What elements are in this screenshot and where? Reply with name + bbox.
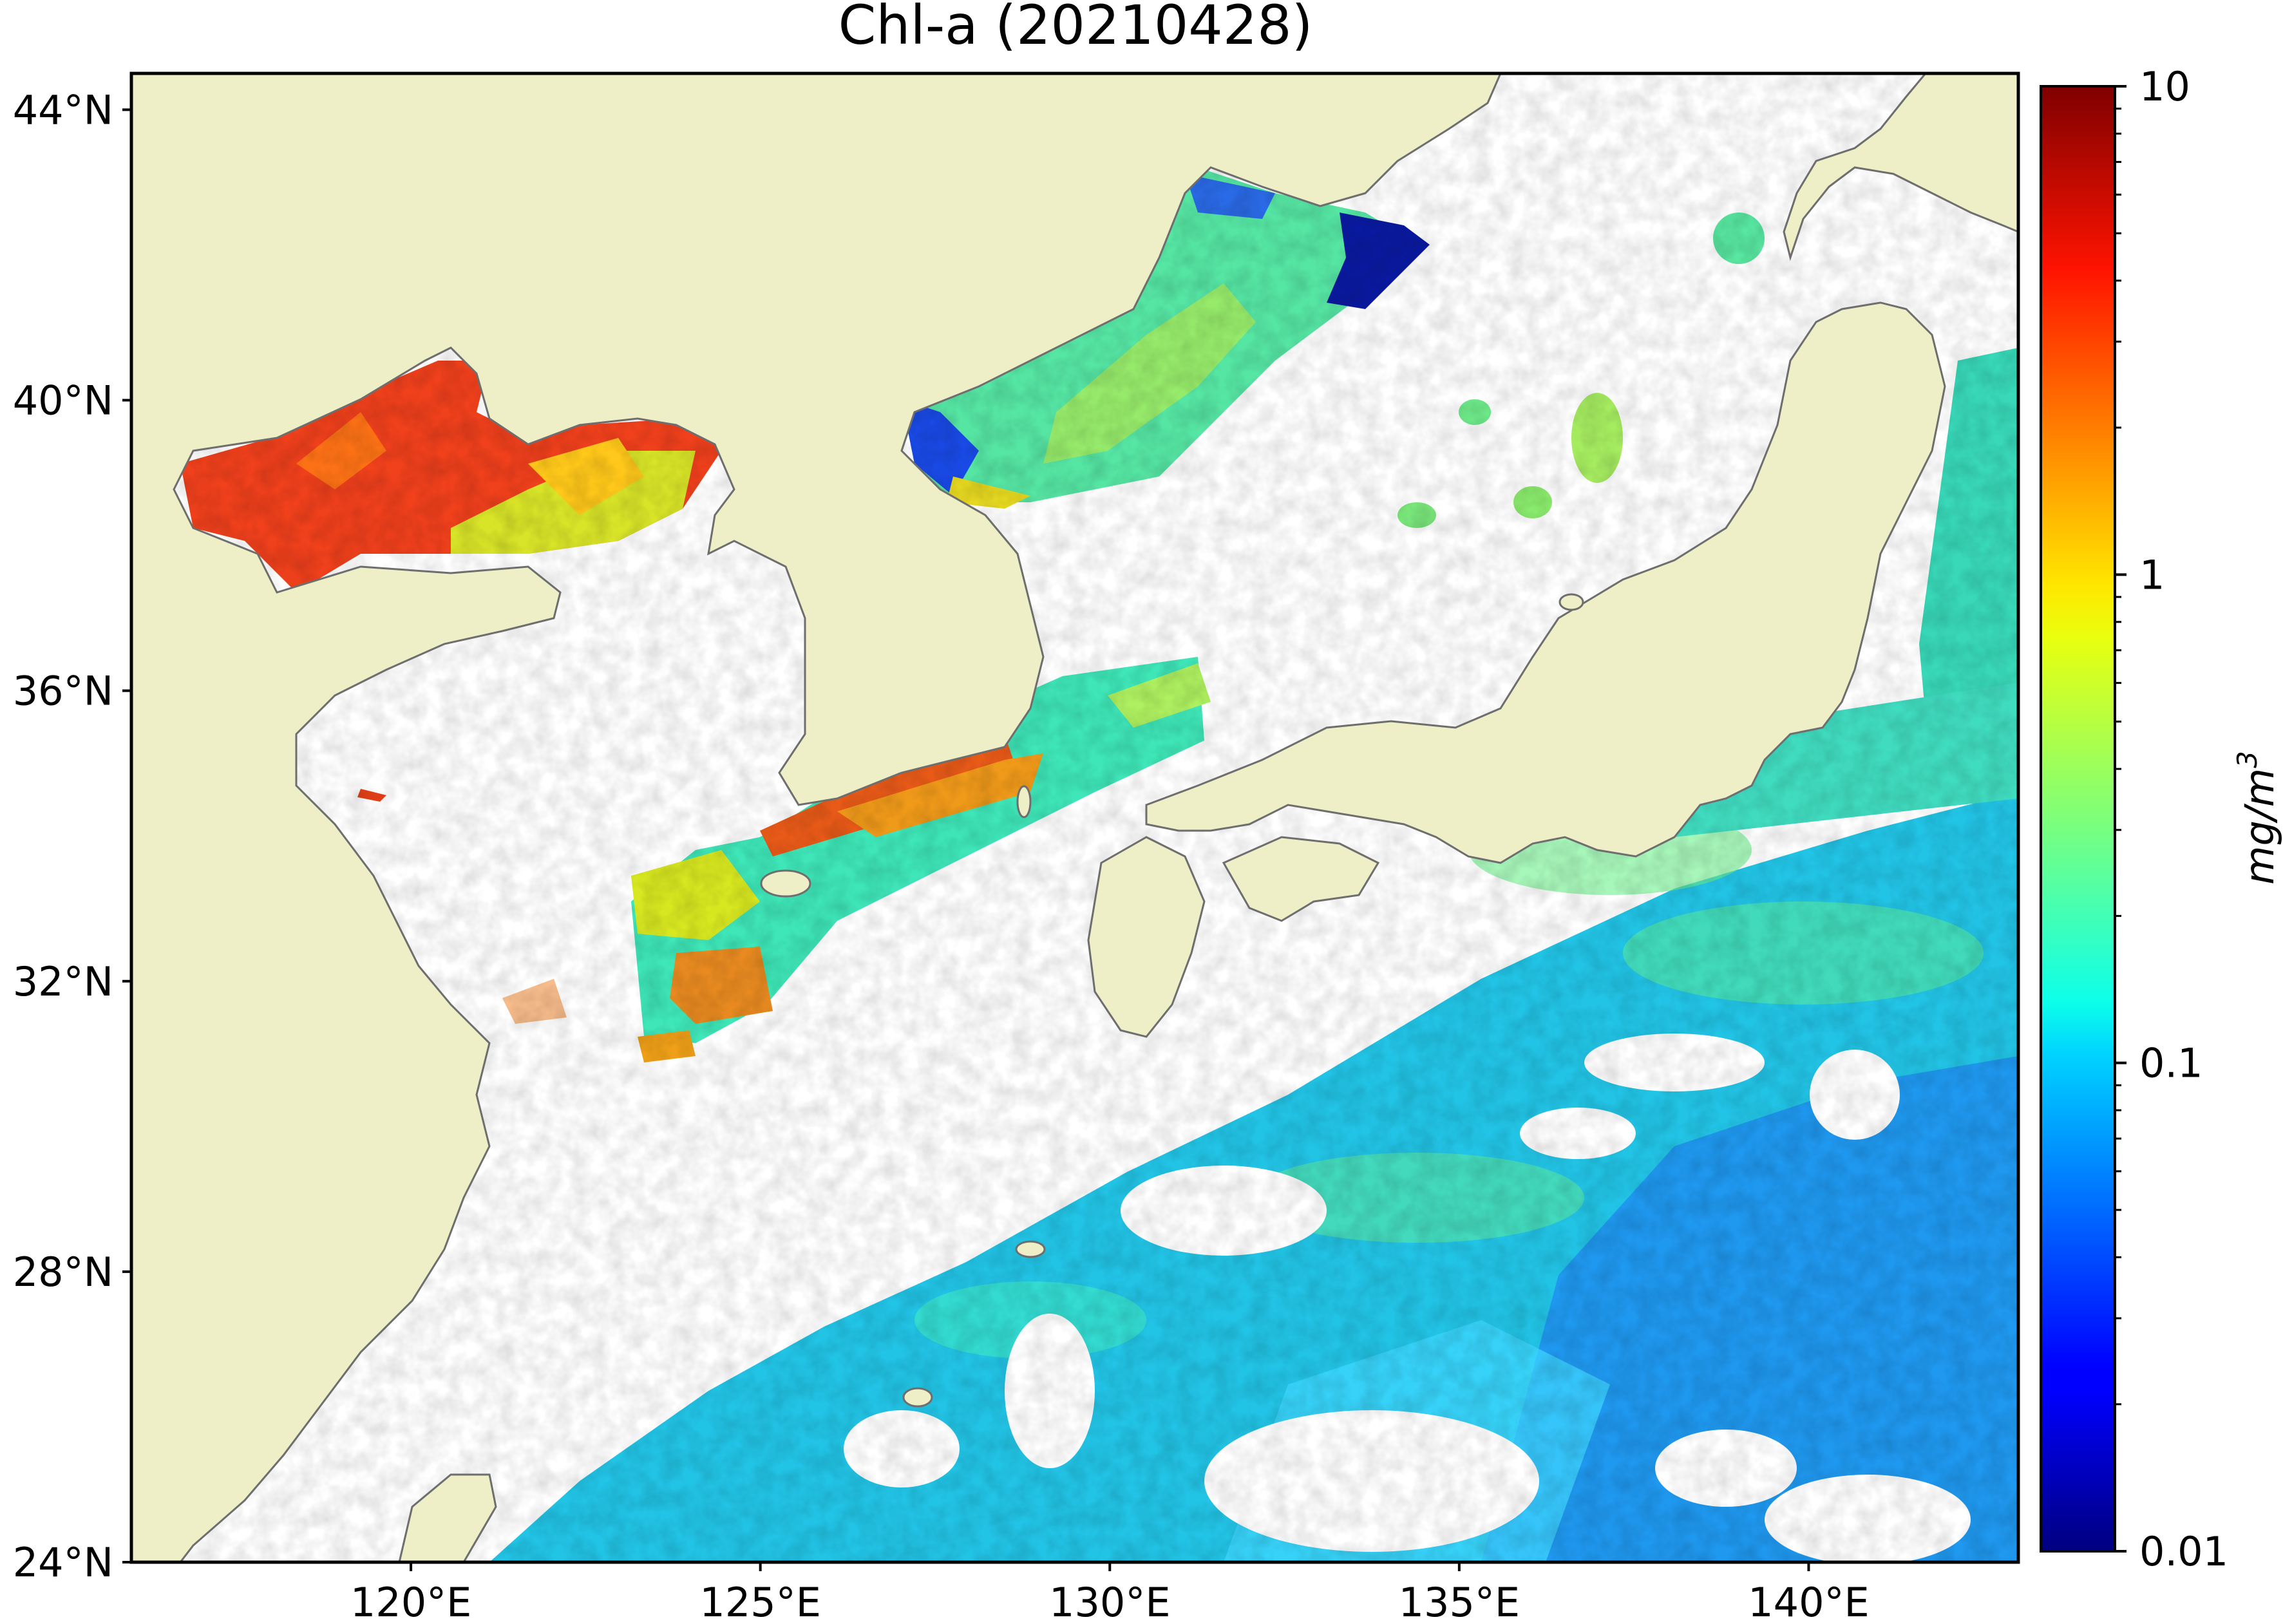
map-frame <box>129 71 2020 1564</box>
colorbar-tick-label: 0.01 <box>2139 1528 2228 1575</box>
taiwan-island <box>398 1473 497 1562</box>
colorbar-gradient <box>2041 86 2115 1551</box>
lat-tick-label: 40°N <box>13 377 113 424</box>
colorbar-label-exponent: 3 <box>2231 751 2263 768</box>
japan-shikoku <box>1222 836 1380 922</box>
colorbar-tick-label: 0.1 <box>2139 1040 2203 1087</box>
lat-tick-label: 44°N <box>13 86 113 133</box>
lon-tick-label: 135°E <box>1399 1579 1520 1624</box>
lon-tick-label: 120°E <box>350 1579 472 1624</box>
lat-tick-label: 32°N <box>13 958 113 1005</box>
jeju-island <box>760 869 811 898</box>
colorbar-frame <box>2040 85 2116 1553</box>
lat-tick-label: 36°N <box>13 668 113 715</box>
lon-tick-label: 140°E <box>1748 1579 1870 1624</box>
colorbar-tick-label: 10 <box>2139 63 2190 110</box>
mainland-landmass <box>131 73 1502 1562</box>
latitude-axis: 44°N 40°N 36°N 32°N 28°N 24°N <box>13 86 131 1586</box>
lon-tick-label: 130°E <box>1049 1579 1171 1624</box>
map-area <box>131 73 2018 1562</box>
japan-hokkaido <box>1783 73 2018 261</box>
amami-island <box>1015 1240 1046 1258</box>
longitude-axis: 120°E 125°E 130°E 135°E 140°E <box>350 1562 1870 1624</box>
japan-kyushu <box>1087 836 1206 1038</box>
lat-tick-label: 28°N <box>13 1249 113 1296</box>
lon-tick-label: 125°E <box>699 1579 821 1624</box>
colorbar-tick-label: 1 <box>2139 551 2165 598</box>
tsushima-island <box>1016 785 1032 818</box>
lat-tick-label: 24°N <box>13 1539 113 1586</box>
map-title: Chl-a (20210428) <box>838 0 1313 57</box>
colorbar-label: mg/m3 <box>2231 751 2283 885</box>
land-masses <box>131 73 2018 1562</box>
colorbar-label-unit: mg/m <box>2236 768 2283 885</box>
sado-island <box>1558 593 1584 611</box>
colorbar-axis: 10 1 0.1 0.01 <box>2115 63 2228 1575</box>
okinawa-island <box>902 1387 933 1408</box>
japan-honshu <box>1145 301 1946 864</box>
